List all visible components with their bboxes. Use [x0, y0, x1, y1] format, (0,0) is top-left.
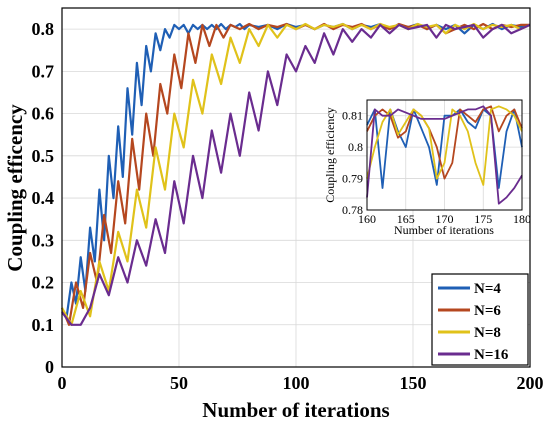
main-series-layer — [60, 22, 531, 326]
main-y-tick-label: 0.1 — [32, 315, 55, 335]
inset-y-tick-label: 0.78 — [342, 203, 363, 217]
legend-label: N=4 — [474, 281, 501, 297]
legend-items: N=4 N=6 N=8 N=16 — [438, 281, 509, 363]
inset-series-line-n-8 — [366, 105, 523, 186]
main-y-tick-label: 0.3 — [32, 230, 55, 250]
inset-x-tick-labels: 160 165 170 175 180 — [358, 212, 531, 226]
inset-series-line-n-6 — [366, 105, 523, 180]
inset-series-line-n-16 — [366, 105, 523, 205]
main-series-line-n-16 — [61, 23, 531, 326]
inset-y-tick-label: 0.79 — [342, 172, 363, 186]
legend-label: N=16 — [474, 347, 509, 363]
x-axis-title: Number of iterations — [202, 398, 389, 422]
y-axis-title: Coupling efficency — [3, 104, 27, 272]
inset-x-tick-label: 180 — [513, 212, 531, 226]
inset-y-tick-labels: 0.78 0.79 0.8 0.81 — [342, 109, 363, 217]
legend-label: N=6 — [474, 303, 501, 319]
main-y-tick-label: 0 — [45, 357, 54, 377]
main-y-tick-label: 0.8 — [32, 19, 55, 39]
main-x-tick-label: 100 — [283, 373, 310, 393]
main-y-tick-label: 0.4 — [32, 188, 55, 208]
inset-chart: 160 165 170 175 180 0.78 0.79 0.8 0.81 Number o… — [323, 99, 531, 237]
inset-x-tick-label: 160 — [358, 212, 376, 226]
main-y-tick-label: 0.6 — [32, 104, 55, 124]
legend-label: N=8 — [474, 325, 501, 341]
main-x-tick-label: 150 — [400, 373, 427, 393]
inset-y-tick-label: 0.81 — [342, 109, 363, 123]
legend: N=4 N=6 N=8 N=16 — [431, 273, 529, 366]
inset-x-axis-title: Number of iterations — [394, 223, 494, 237]
inset-plot-frame — [366, 99, 523, 211]
inset-x-tick-label: 165 — [397, 212, 415, 226]
inset-x-tick-label: 175 — [474, 212, 492, 226]
inset-series-layer — [366, 105, 523, 205]
main-x-tick-label: 200 — [517, 373, 544, 393]
main-y-tick-label: 0.5 — [32, 146, 55, 166]
main-x-tick-label: 50 — [170, 373, 188, 393]
main-x-tick-labels: 0 50 100 150 200 — [58, 373, 544, 393]
main-x-tick-label: 0 — [58, 373, 67, 393]
main-y-tick-label: 0.2 — [32, 273, 55, 293]
inset-x-tick-label: 170 — [436, 212, 454, 226]
inset-y-axis-title: Coupling efficiency — [323, 107, 337, 202]
main-y-tick-labels: 0 0.1 0.2 0.3 0.4 0.5 0.6 0.7 0.8 — [32, 19, 55, 377]
main-plot-frame — [61, 7, 531, 368]
main-y-tick-label: 0.7 — [32, 61, 55, 81]
inset-y-tick-label: 0.8 — [348, 140, 363, 154]
